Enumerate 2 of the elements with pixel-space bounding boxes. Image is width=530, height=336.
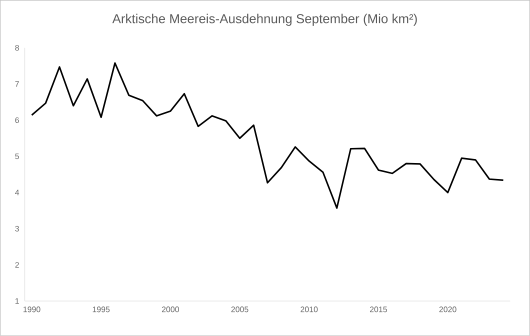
line-series xyxy=(30,62,504,209)
chart-title: Arktische Meereis-Ausdehnung September (Mio km²) xyxy=(112,14,417,26)
